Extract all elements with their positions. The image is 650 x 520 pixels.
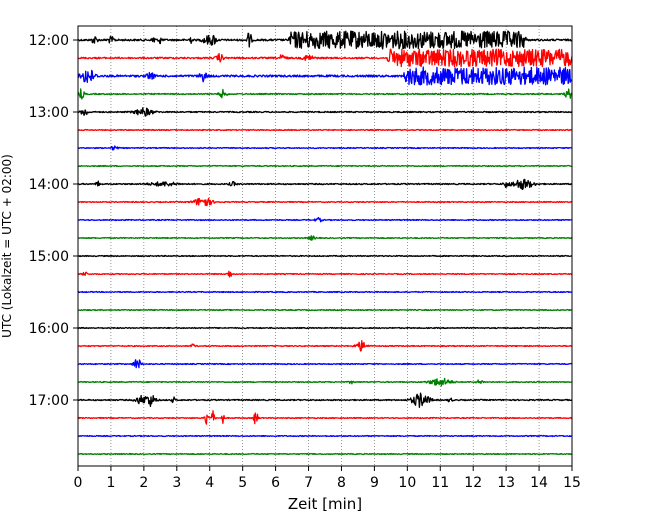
y-tick-label: 16:00: [29, 321, 69, 337]
trace-1615: [77, 340, 573, 352]
y-tick-label: 13:00: [29, 105, 69, 121]
trace-1245: [77, 88, 573, 100]
x-tick-label: 12: [464, 475, 482, 491]
trace-1445: [77, 235, 573, 241]
trace-1600: [77, 326, 573, 330]
trace-1400: [77, 178, 573, 191]
x-axis-ticks: 0 1 2 3 4 5 6 7 8 9 10 11 12 13 14 15: [74, 466, 581, 491]
trace-1300: [77, 107, 573, 117]
x-tick-label: 10: [398, 475, 416, 491]
x-tick-label: 11: [431, 475, 449, 491]
x-tick-label: 14: [530, 475, 548, 491]
y-tick-label: 15:00: [29, 249, 69, 265]
trace-1500: [77, 254, 573, 258]
trace-1630: [77, 359, 573, 369]
trace-1745: [77, 452, 573, 456]
x-tick-label: 1: [106, 475, 115, 491]
trace-1545: [77, 308, 573, 312]
x-tick-label: 6: [271, 475, 280, 491]
trace-1730: [77, 434, 573, 438]
x-tick-label: 15: [563, 475, 581, 491]
grid-lines: [110, 26, 540, 466]
y-tick-label: 12:00: [29, 33, 69, 49]
trace-1200: [77, 30, 573, 50]
trace-1215: [77, 48, 573, 68]
trace-1345: [77, 164, 573, 168]
x-tick-label: 2: [139, 475, 148, 491]
trace-1430: [77, 216, 573, 223]
plot-frame: [77, 25, 573, 467]
x-tick-label: 8: [337, 475, 346, 491]
y-axis-label: UTC (Lokalzeit = UTC + 02:00): [0, 154, 14, 338]
x-tick-label: 9: [370, 475, 379, 491]
x-tick-label: 7: [304, 475, 313, 491]
x-tick-label: 0: [74, 475, 83, 491]
trace-1700: [77, 392, 573, 408]
trace-1230: [77, 66, 573, 86]
x-axis-label: Zeit [min]: [288, 495, 362, 513]
x-tick-label: 4: [205, 475, 214, 491]
trace-1315: [77, 128, 573, 132]
trace-1715: [77, 410, 573, 425]
trace-1330: [77, 145, 573, 151]
y-tick-label: 14:00: [29, 177, 69, 193]
y-axis-ticks: 12:00 13:00 14:00 15:00 16:00 17:00: [29, 33, 78, 409]
trace-1415: [77, 197, 573, 207]
x-tick-label: 3: [172, 475, 181, 491]
trace-1530: [77, 290, 573, 294]
trace-1515: [77, 270, 573, 278]
trace-series: [77, 30, 573, 456]
trace-1645: [77, 377, 573, 387]
x-tick-label: 5: [238, 475, 247, 491]
y-tick-label: 17:00: [29, 393, 69, 409]
x-tick-label: 13: [497, 475, 515, 491]
